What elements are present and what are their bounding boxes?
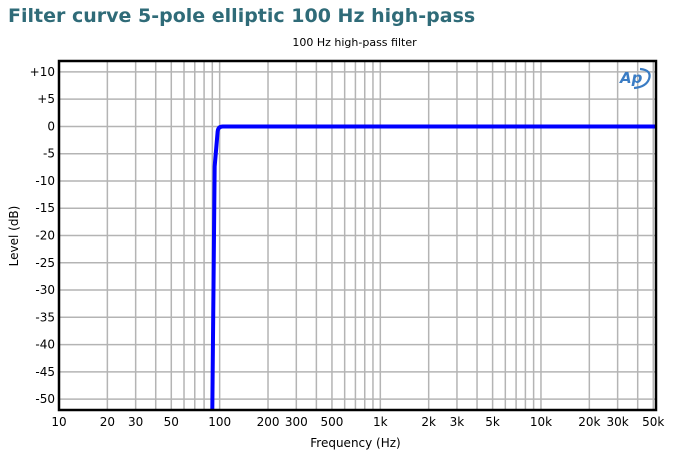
chart-title: Filter curve 5-pole elliptic 100 Hz high…: [8, 5, 476, 27]
x-tick-label: 20k: [578, 415, 600, 429]
x-tick-label: 50k: [642, 415, 664, 429]
x-tick-label: 2k: [421, 415, 436, 429]
x-tick-label: 30k: [607, 415, 629, 429]
y-tick-label: 0: [47, 119, 55, 133]
filter-curve: [210, 124, 656, 411]
x-tick-label: 1k: [373, 415, 388, 429]
y-tick-labels: +10 +5 0 -5 -10 -15 -20 -25 -30 -35 -40 -45 -50: [30, 65, 55, 406]
y-tick-label: -30: [35, 283, 55, 297]
curve-line: [210, 124, 656, 411]
x-tick-label: 3k: [450, 415, 465, 429]
x-tick-label: 30: [128, 415, 143, 429]
x-tick-label: 5k: [485, 415, 500, 429]
y-tick-label: -45: [35, 365, 55, 379]
x-tick-label: 10k: [530, 415, 552, 429]
x-tick-label: 500: [320, 415, 343, 429]
x-tick-label: 200: [257, 415, 280, 429]
x-tick-labels: 10 20 30 50 100 200 300 500 1k 2k 3k 5k 10k 20k 30k 50k: [51, 415, 664, 429]
y-tick-label: -35: [35, 310, 55, 324]
y-tick-label: -5: [43, 147, 55, 161]
y-tick-label: -10: [35, 174, 55, 188]
y-tick-label: -20: [35, 229, 55, 243]
x-tick-label: 20: [100, 415, 115, 429]
grid-lines: [59, 61, 656, 410]
x-tick-label: 300: [285, 415, 308, 429]
y-tick-label: +5: [37, 92, 55, 106]
chart-subtitle: 100 Hz high-pass filter: [292, 36, 417, 49]
svg-text:Ap: Ap: [619, 69, 643, 87]
x-tick-label: 10: [51, 415, 66, 429]
y-tick-label: -40: [35, 338, 55, 352]
plot-frame: [57, 59, 658, 412]
x-tick-label: 50: [164, 415, 179, 429]
x-axis-label: Frequency (Hz): [310, 436, 401, 450]
y-tick-label: +10: [30, 65, 55, 79]
y-tick-label: -50: [35, 392, 55, 406]
y-tick-label: -25: [35, 256, 55, 270]
x-tick-label: 100: [208, 415, 231, 429]
ap-logo-icon: Ap: [619, 67, 651, 90]
y-tick-label: -15: [35, 201, 55, 215]
